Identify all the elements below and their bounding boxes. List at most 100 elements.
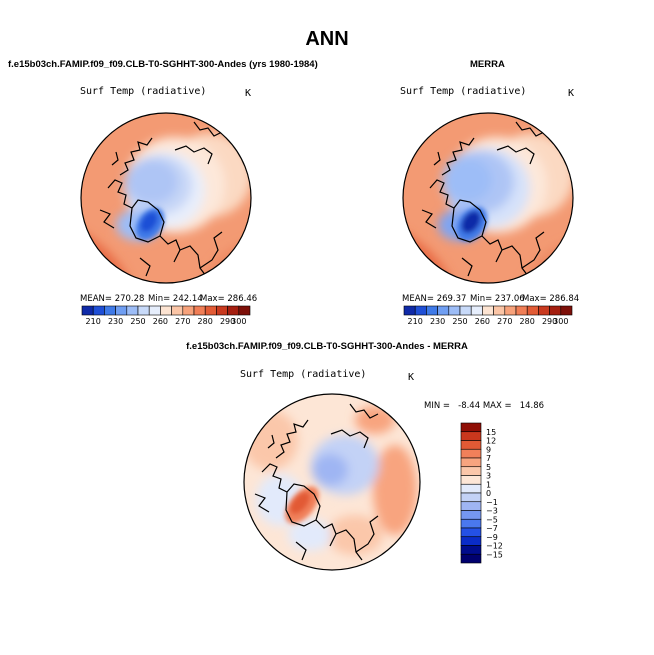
panel1-colorbar-swatch xyxy=(204,305,217,316)
panel2-title: MERRA xyxy=(470,59,505,70)
panel3-colorbar-swatch xyxy=(460,466,482,476)
panel3-coastlines xyxy=(254,401,397,561)
panel1-colorbar-swatch xyxy=(92,305,105,316)
panel3-colorbar-tick-label: 7 xyxy=(486,454,491,463)
panel2-colorbar-swatch xyxy=(403,305,416,316)
panel2-colorbar-tick-label: 290 xyxy=(542,317,557,326)
panel1-colorbar-tick-label: 250 xyxy=(130,317,145,326)
panel3-colorbar-tick-label: 3 xyxy=(486,472,491,481)
panel1-colorbar-tick-label: 290 xyxy=(220,317,235,326)
panel1-colorbar-tick-label: 280 xyxy=(198,317,213,326)
panel1-mean: MEAN= 270.28 xyxy=(80,294,145,304)
panel1-colorbar-tick-label: 300 xyxy=(231,317,246,326)
panel1-colorbar-swatch xyxy=(216,305,228,316)
panel2-colorbar-swatch xyxy=(448,305,461,316)
panel3-colorbar-tick-label: −15 xyxy=(486,550,503,559)
panel3-colorbar-swatch xyxy=(460,545,482,555)
panel3-colorbar-swatch xyxy=(460,501,482,511)
panel2-colorbar-swatch xyxy=(482,305,494,316)
panel3-map-border xyxy=(243,393,421,571)
page-title: ANN xyxy=(305,28,349,50)
panel1-colorbar-tick-label: 230 xyxy=(108,317,123,326)
panel1-colorbar-swatch xyxy=(81,305,94,316)
panel1-colorbar-tick-label: 260 xyxy=(153,317,168,326)
panel2-colorbar-swatch xyxy=(470,305,483,316)
panel1-colorbar-swatch xyxy=(227,305,240,316)
panel2-colorbar-swatch xyxy=(515,305,528,316)
panel1-colorbar-swatch xyxy=(193,305,206,316)
panel1-colorbar-tick-label: 270 xyxy=(175,317,190,326)
panel3-colorbar-tick-label: 5 xyxy=(486,463,491,472)
panel2-colorbar-swatch xyxy=(526,305,539,316)
panel3-colorbar-tick-label: 0 xyxy=(486,489,491,498)
panel2-colorbar-swatch xyxy=(414,305,427,316)
panel1-colorbar-swatch xyxy=(182,305,195,316)
panel2-colorbar-tick-label: 270 xyxy=(497,317,512,326)
panel2-max: Max= 286.84 xyxy=(522,294,580,304)
panel3-colorbar-tick-label: 9 xyxy=(486,445,491,454)
panel3-units: K xyxy=(408,372,415,383)
panel3-colorbar-swatch xyxy=(460,510,482,520)
panel1-colorbar-tick-label: 210 xyxy=(86,317,101,326)
panel3-colorbar-swatch xyxy=(460,536,482,546)
panel1-colorbar-swatch xyxy=(104,305,116,316)
panel3-colorbar-swatch xyxy=(460,518,482,529)
panel2-colorbar-tick-label: 250 xyxy=(452,317,467,326)
panel1-colorbar-swatch xyxy=(148,305,161,316)
panel3-colorbar-swatch xyxy=(460,492,482,503)
panel1-map-border xyxy=(80,112,252,284)
panel1-min: Min= 242.14 xyxy=(148,294,203,304)
panel3-colorbar-swatch xyxy=(460,422,482,433)
panel3-colorbar-tick-label: −12 xyxy=(486,542,503,551)
panel1-colorbar-swatch xyxy=(126,305,139,316)
panel1-colorbar-swatch xyxy=(137,305,150,316)
panel2-colorbar-swatch xyxy=(493,305,506,316)
panel1-colorbar-swatch xyxy=(171,305,184,316)
panel2-units: K xyxy=(568,88,575,99)
panel2-colorbar-tick-label: 300 xyxy=(553,317,568,326)
panel1-colorbar-swatch xyxy=(238,305,251,316)
panel2-colorbar-swatch xyxy=(538,305,550,316)
panel2-mean: MEAN= 269.37 xyxy=(402,294,467,304)
panel2-colorbar-swatch xyxy=(549,305,562,316)
panel2-colorbar-tick-label: 210 xyxy=(408,317,423,326)
panel1-colorbar-swatch xyxy=(160,305,172,316)
panel3-colorbar-tick-label: 1 xyxy=(486,480,491,489)
panel2-colorbar-swatch xyxy=(437,305,450,316)
panel3-colorbar-tick-label: −3 xyxy=(486,507,498,516)
panel2-map-border xyxy=(402,112,574,284)
panel3-colorbar-swatch xyxy=(460,457,482,468)
panel3-colorbar-swatch xyxy=(460,440,482,450)
panel2-colorbar-swatch xyxy=(426,305,438,316)
panel1-colorbar-swatch xyxy=(115,305,128,316)
panel3-colorbar-swatch xyxy=(460,431,482,441)
panel3-colorbar-tick-label: −5 xyxy=(486,515,498,524)
panel3-colorbar-tick-label: 15 xyxy=(486,428,496,437)
panel3-colorbar-tick-label: −1 xyxy=(486,498,498,507)
panel2-colorbar-swatch xyxy=(459,305,472,316)
panel3-colorbar-swatch xyxy=(460,483,482,494)
panel2-colorbar-swatch xyxy=(504,305,517,316)
panel1-title: f.e15b03ch.FAMIP.f09_f09.CLB-T0-SGHHT-30… xyxy=(8,59,318,70)
panel3-colorbar-swatch xyxy=(460,527,482,538)
panel2-variable: Surf Temp (radiative) xyxy=(400,86,527,97)
panel1-coastlines xyxy=(99,119,241,277)
panel2-min: Min= 237.06 xyxy=(470,294,525,304)
panel2-colorbar-tick-label: 260 xyxy=(475,317,490,326)
panel3-colorbar-swatch xyxy=(460,475,482,485)
panel3-colorbar-tick-label: −7 xyxy=(486,524,498,533)
panel3-colorbar-tick-label: −9 xyxy=(486,533,498,542)
panel1-variable: Surf Temp (radiative) xyxy=(80,86,207,97)
panel3-variable: Surf Temp (radiative) xyxy=(240,369,367,380)
panel2-colorbar-tick-label: 230 xyxy=(430,317,445,326)
diff-title: f.e15b03ch.FAMIP.f09_f09.CLB-T0-SGHHT-30… xyxy=(186,341,468,352)
panel2-colorbar-tick-label: 280 xyxy=(520,317,535,326)
panel3-colorbar-swatch xyxy=(460,448,482,459)
panel3-colorbar-tick-label: 12 xyxy=(486,437,496,446)
panel2-colorbar-swatch xyxy=(560,305,573,316)
panel3-colorbar-swatch xyxy=(460,553,482,564)
